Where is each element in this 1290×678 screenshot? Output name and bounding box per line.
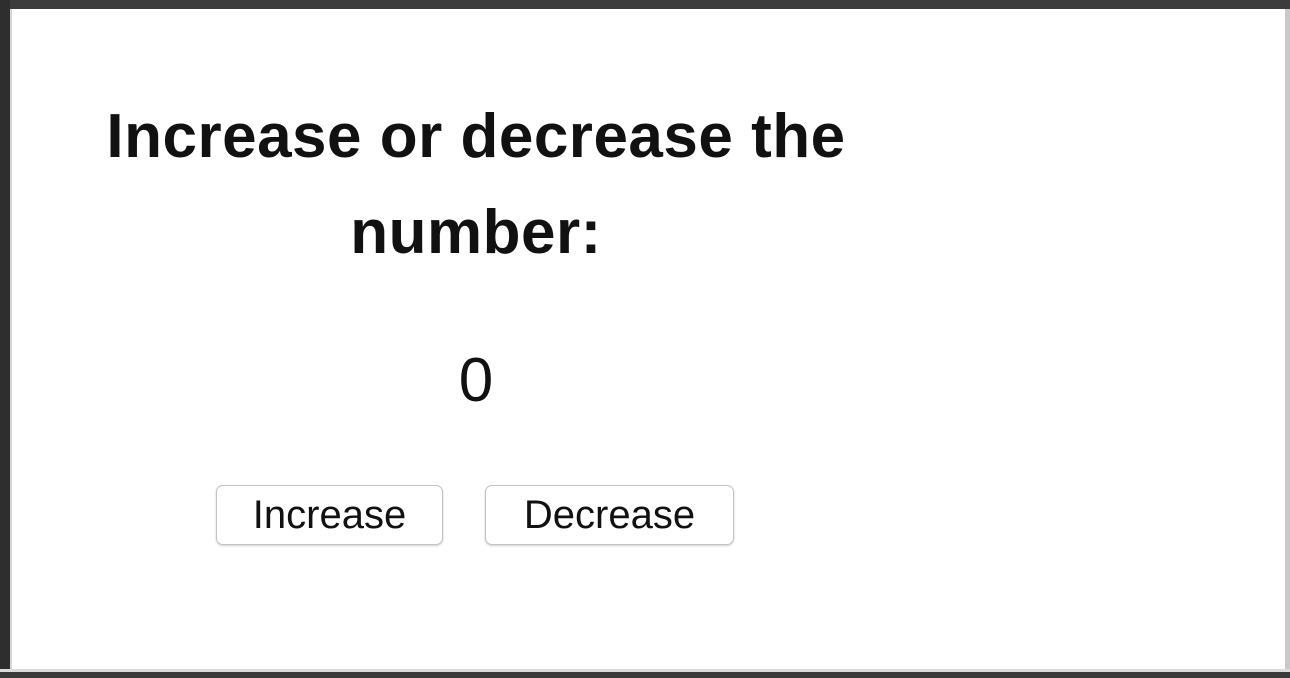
- window-frame-left-inner: [10, 9, 12, 669]
- window-frame-left: [0, 0, 10, 678]
- window-frame-bottom: [0, 672, 1290, 678]
- decrease-button[interactable]: Decrease: [485, 485, 734, 545]
- counter-value: 0: [458, 346, 494, 415]
- increase-button[interactable]: Increase: [216, 485, 443, 545]
- window-frame-right: [1285, 9, 1290, 678]
- window-frame-bottom-inner: [0, 669, 1290, 672]
- counter-app: Increase or decrease the number: 0 Incre…: [12, 9, 940, 669]
- window-frame-top: [0, 0, 1290, 9]
- page-heading: Increase or decrease the number:: [106, 102, 846, 267]
